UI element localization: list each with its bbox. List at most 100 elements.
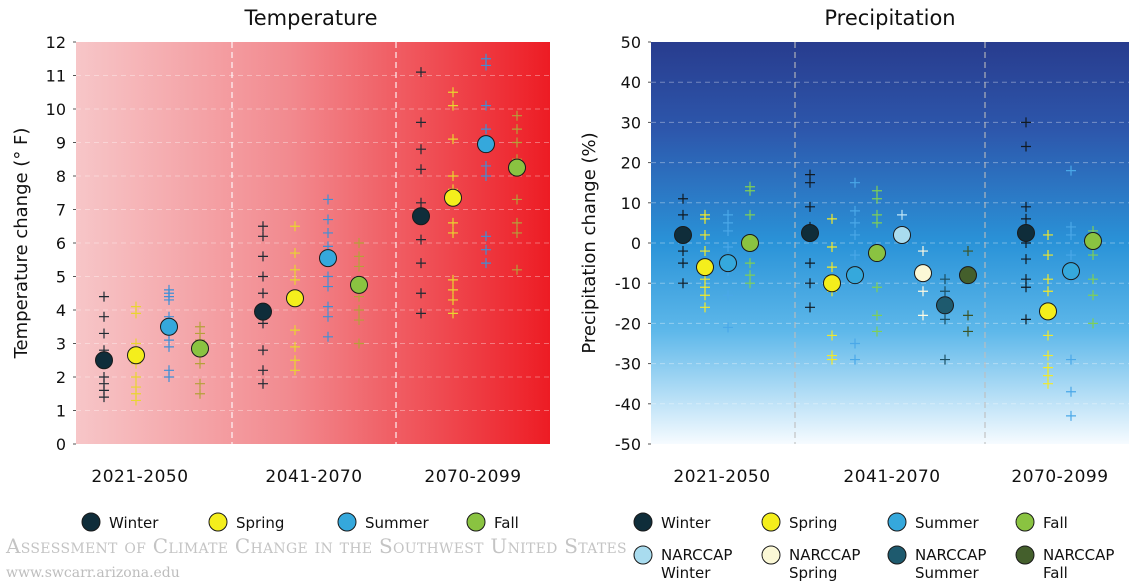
model-cross-summer	[481, 171, 491, 181]
mean-point-spring	[696, 258, 714, 277]
model-cross-winter	[805, 201, 815, 212]
model-cross-fall	[195, 388, 205, 399]
model-cross-summer	[323, 281, 333, 292]
mean-point-fall	[508, 158, 526, 177]
model-cross-spring	[290, 264, 300, 275]
mean-point-summer	[319, 249, 337, 268]
model-cross-winter	[678, 258, 688, 269]
model-cross-summer	[850, 217, 860, 228]
legend-marker-fall	[466, 512, 486, 532]
model-cross-winter	[805, 258, 815, 269]
model-cross-spring	[290, 325, 300, 336]
model-cross-winter	[678, 193, 688, 204]
model-cross-winter	[1021, 282, 1031, 293]
precipitation-title: Precipitation	[824, 6, 955, 30]
model-cross-spring	[1043, 350, 1053, 361]
mean-point-summer	[477, 135, 495, 154]
temperature-plot-area	[76, 42, 550, 444]
legend-label-spring: Spring	[236, 514, 284, 532]
y-tick-label: 3	[56, 335, 66, 354]
y-tick-label: -20	[615, 314, 641, 333]
mean-point-narccap-summer	[936, 296, 954, 315]
model-cross-summer	[481, 100, 491, 111]
model-cross-spring	[448, 87, 458, 98]
model-cross-summer	[481, 244, 491, 255]
legend-marker-summer	[887, 512, 907, 532]
model-cross-fall	[512, 124, 522, 135]
model-cross-spring	[700, 302, 710, 313]
temperature-period-1: 2021-2050	[91, 467, 188, 487]
model-cross-spring	[131, 372, 141, 382]
model-cross-narccap-summer	[940, 286, 950, 297]
y-tick-label: 12	[46, 33, 66, 52]
legend-label-fall: Fall	[1043, 514, 1068, 532]
model-cross-summer	[164, 341, 174, 352]
model-cross-summer	[1066, 410, 1076, 421]
legend-marker-narccap-winter	[633, 545, 653, 565]
legend-label-winter: Winter	[109, 514, 159, 532]
precipitation-plot-area	[651, 42, 1129, 444]
watermark-title: Assessment of Climate Change in the Sout…	[5, 534, 627, 558]
model-cross-narccap-winter	[897, 209, 907, 220]
y-tick-label: -10	[615, 274, 641, 293]
y-tick-label: 2	[56, 368, 66, 387]
model-cross-fall	[354, 251, 364, 262]
model-cross-fall	[512, 217, 522, 228]
model-cross-narccap-summer	[940, 354, 950, 365]
model-cross-winter	[416, 234, 426, 245]
legend-label-narccap-spring: NARCCAP	[789, 546, 860, 564]
model-cross-summer	[164, 294, 174, 305]
model-cross-winter	[416, 117, 426, 128]
model-cross-spring	[700, 229, 710, 240]
model-cross-winter	[1021, 117, 1031, 128]
model-cross-summer	[323, 227, 333, 238]
model-cross-summer	[481, 124, 491, 135]
watermark-url: www.swcarr.arizona.edu	[6, 565, 180, 581]
legend-marker-spring	[208, 512, 228, 532]
model-cross-fall	[1088, 318, 1098, 329]
model-cross-spring	[290, 365, 300, 376]
model-cross-spring	[827, 354, 837, 365]
model-cross-spring	[290, 248, 300, 259]
model-cross-spring	[827, 262, 837, 273]
model-cross-winter	[678, 246, 688, 257]
model-cross-winter	[416, 308, 426, 319]
model-cross-summer	[323, 214, 333, 225]
model-cross-fall	[354, 238, 364, 248]
temperature-y-axis-label: Temperature change (° F)	[11, 128, 32, 360]
model-cross-fall	[1088, 274, 1098, 285]
model-cross-winter	[99, 392, 109, 403]
model-cross-fall	[872, 193, 882, 204]
model-cross-summer	[723, 242, 733, 253]
y-tick-label: 0	[631, 234, 641, 253]
model-cross-winter	[258, 221, 268, 232]
model-cross-narccap-spring	[918, 286, 928, 297]
y-tick-label: 4	[56, 301, 66, 320]
legend-marker-winter	[633, 512, 653, 532]
model-cross-spring	[1043, 378, 1053, 389]
mean-point-summer	[846, 266, 864, 285]
y-tick-label: 11	[46, 67, 66, 86]
model-cross-narccap-fall	[963, 246, 973, 257]
y-tick-label: 7	[56, 201, 66, 220]
model-cross-summer	[850, 177, 860, 188]
model-cross-fall	[745, 258, 755, 269]
model-cross-fall	[512, 194, 522, 205]
model-cross-fall	[872, 282, 882, 293]
legend-label-narccap-winter-line2: Winter	[661, 564, 711, 582]
mean-point-winter	[95, 351, 113, 370]
model-cross-fall	[354, 261, 364, 272]
model-cross-summer	[723, 290, 733, 301]
y-tick-label: 10	[621, 194, 641, 213]
mean-point-fall	[868, 244, 886, 263]
model-cross-spring	[448, 171, 458, 181]
model-cross-fall	[872, 217, 882, 228]
model-cross-fall	[872, 326, 882, 337]
legend-label-narccap-fall-line2: Fall	[1043, 564, 1068, 582]
model-cross-narccap-fall	[963, 310, 973, 321]
model-cross-spring	[290, 355, 300, 366]
model-cross-spring	[290, 221, 300, 232]
model-cross-winter	[258, 345, 268, 356]
mean-point-narccap-fall	[959, 266, 977, 285]
model-cross-fall	[195, 358, 205, 369]
